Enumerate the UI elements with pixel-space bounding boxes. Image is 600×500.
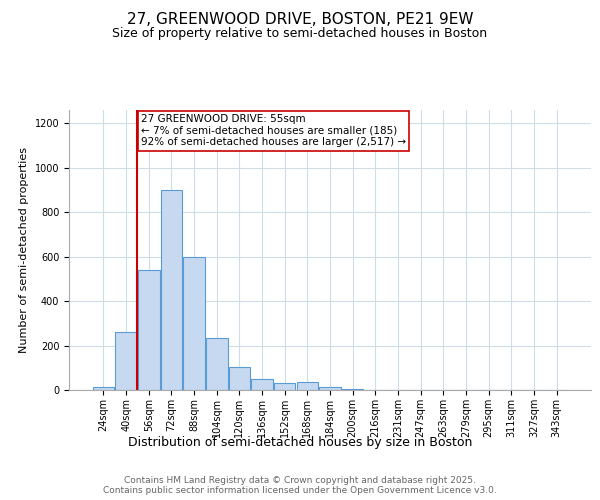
Y-axis label: Number of semi-detached properties: Number of semi-detached properties [19,147,29,353]
Text: Contains HM Land Registry data © Crown copyright and database right 2025.
Contai: Contains HM Land Registry data © Crown c… [103,476,497,495]
Bar [206,338,227,390]
Text: 27, GREENWOOD DRIVE, BOSTON, PE21 9EW: 27, GREENWOOD DRIVE, BOSTON, PE21 9EW [127,12,473,28]
Bar [319,386,341,390]
Bar [184,256,205,390]
Bar [93,386,114,390]
Bar [274,384,295,390]
Text: Size of property relative to semi-detached houses in Boston: Size of property relative to semi-detach… [112,28,488,40]
Bar [138,270,160,390]
Bar [342,389,364,390]
Bar [296,382,318,390]
Bar [251,379,273,390]
Bar [229,366,250,390]
Bar [115,332,137,390]
Text: 27 GREENWOOD DRIVE: 55sqm
← 7% of semi-detached houses are smaller (185)
92% of : 27 GREENWOOD DRIVE: 55sqm ← 7% of semi-d… [141,114,406,148]
Bar [161,190,182,390]
Text: Distribution of semi-detached houses by size in Boston: Distribution of semi-detached houses by … [128,436,472,449]
